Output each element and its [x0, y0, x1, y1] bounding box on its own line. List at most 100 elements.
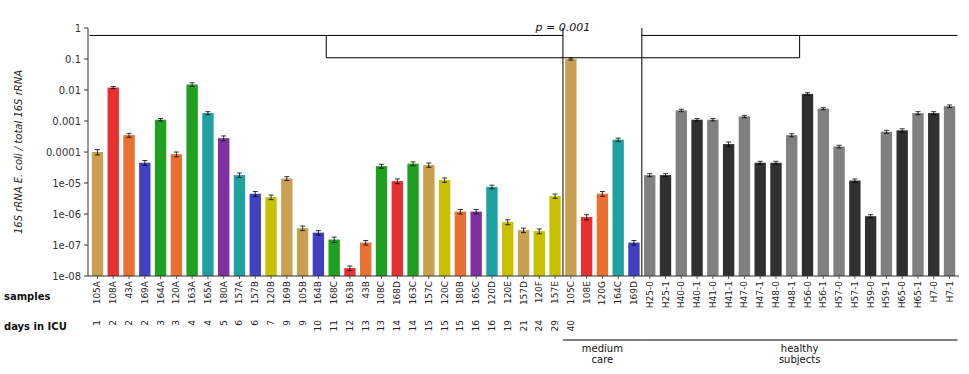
group-label-line: healthy	[781, 343, 819, 354]
x-tick-label: 120B	[266, 281, 276, 304]
x-tick-label: H48-1	[787, 281, 797, 308]
bar	[265, 197, 276, 276]
bar	[218, 138, 229, 276]
day-label: 14	[408, 320, 418, 332]
y-tick-label: 1e-07	[52, 240, 81, 251]
day-label: 40	[566, 320, 576, 332]
row-label: days in ICU	[4, 321, 67, 332]
x-tick-label: 168C	[329, 281, 339, 304]
x-tick	[681, 276, 682, 279]
day-label: 13	[361, 320, 371, 331]
x-tick	[334, 276, 335, 279]
group-label-line: subjects	[779, 354, 820, 365]
bar	[470, 212, 481, 276]
day-label: 16	[471, 320, 481, 332]
error-bar	[947, 105, 952, 108]
bar	[849, 181, 860, 276]
error-bar	[411, 162, 416, 166]
group-bracket	[563, 340, 642, 341]
error-bar	[710, 119, 715, 121]
day-label: 16	[487, 320, 497, 332]
x-tick	[886, 276, 887, 279]
day-label: 2	[124, 320, 134, 326]
x-tick	[491, 276, 492, 279]
x-tick-label: 157E	[550, 281, 560, 304]
error-bar	[695, 119, 700, 121]
x-tick-label: H47-1	[755, 281, 765, 308]
x-tick	[870, 276, 871, 279]
x-tick-label: 180B	[455, 281, 465, 304]
bar	[865, 216, 876, 276]
error-bar	[521, 228, 526, 233]
error-bar	[789, 134, 794, 137]
error-bar	[931, 112, 936, 115]
day-label: 1	[92, 320, 102, 326]
x-tick	[144, 276, 145, 279]
bar	[171, 154, 182, 276]
x-tick	[602, 276, 603, 279]
bar	[691, 120, 702, 276]
x-tick-label: H59-1	[881, 281, 891, 308]
bar	[502, 222, 513, 276]
x-tick	[712, 276, 713, 279]
group-bracket	[642, 340, 958, 341]
error-bar	[742, 115, 747, 117]
bar	[549, 196, 560, 276]
x-tick	[539, 276, 540, 279]
bar	[392, 181, 403, 276]
group-label-line: care	[592, 354, 614, 365]
bar	[360, 243, 371, 276]
x-tick	[255, 276, 256, 279]
x-tick-label: H40-1	[692, 281, 702, 308]
error-bar	[221, 136, 226, 141]
group-separator	[641, 28, 642, 276]
x-tick-label: H41-1	[724, 281, 734, 308]
error-bar	[915, 112, 920, 115]
y-tick-label: 1e-06	[52, 209, 81, 220]
error-bar	[379, 164, 384, 168]
error-bar	[127, 133, 132, 137]
bar	[786, 135, 797, 276]
x-tick	[523, 276, 524, 279]
y-tick	[84, 276, 88, 277]
chart-container: 1e-081e-071e-061e-050.00010.0010.010.111…	[0, 0, 969, 374]
error-bar	[426, 163, 431, 167]
x-tick-label: 43A	[124, 280, 134, 298]
error-bar	[489, 185, 494, 189]
error-bar	[868, 215, 873, 218]
x-tick	[665, 276, 666, 279]
y-tick-label: 1e-05	[52, 178, 81, 189]
x-tick	[933, 276, 934, 279]
bar	[202, 113, 213, 276]
x-tick	[113, 276, 114, 279]
error-bar	[584, 215, 589, 220]
day-label: 9	[282, 320, 292, 326]
x-tick	[381, 276, 382, 279]
day-label: 11	[329, 320, 339, 331]
bar	[565, 59, 576, 276]
x-tick-label: 157A	[234, 280, 244, 304]
x-tick	[791, 276, 792, 279]
bar	[281, 178, 292, 276]
day-label: 9	[298, 320, 308, 326]
x-tick	[555, 276, 556, 279]
x-tick	[192, 276, 193, 279]
day-label: 7	[266, 320, 276, 326]
x-tick	[428, 276, 429, 279]
day-label: 6	[234, 320, 244, 326]
error-bar	[347, 266, 352, 271]
x-tick	[476, 276, 477, 279]
y-axis-label: 16S rRNA E. coli / total 16S rRNA	[13, 70, 24, 234]
error-bar	[600, 192, 605, 197]
bar	[944, 106, 955, 276]
bar	[881, 132, 892, 276]
error-bar	[568, 58, 573, 60]
bar	[155, 120, 166, 276]
significance-bracket	[90, 35, 958, 57]
error-bar	[300, 226, 305, 231]
y-tick	[84, 245, 88, 246]
bar	[723, 144, 734, 276]
x-tick	[744, 276, 745, 279]
x-tick	[760, 276, 761, 279]
x-tick	[286, 276, 287, 279]
